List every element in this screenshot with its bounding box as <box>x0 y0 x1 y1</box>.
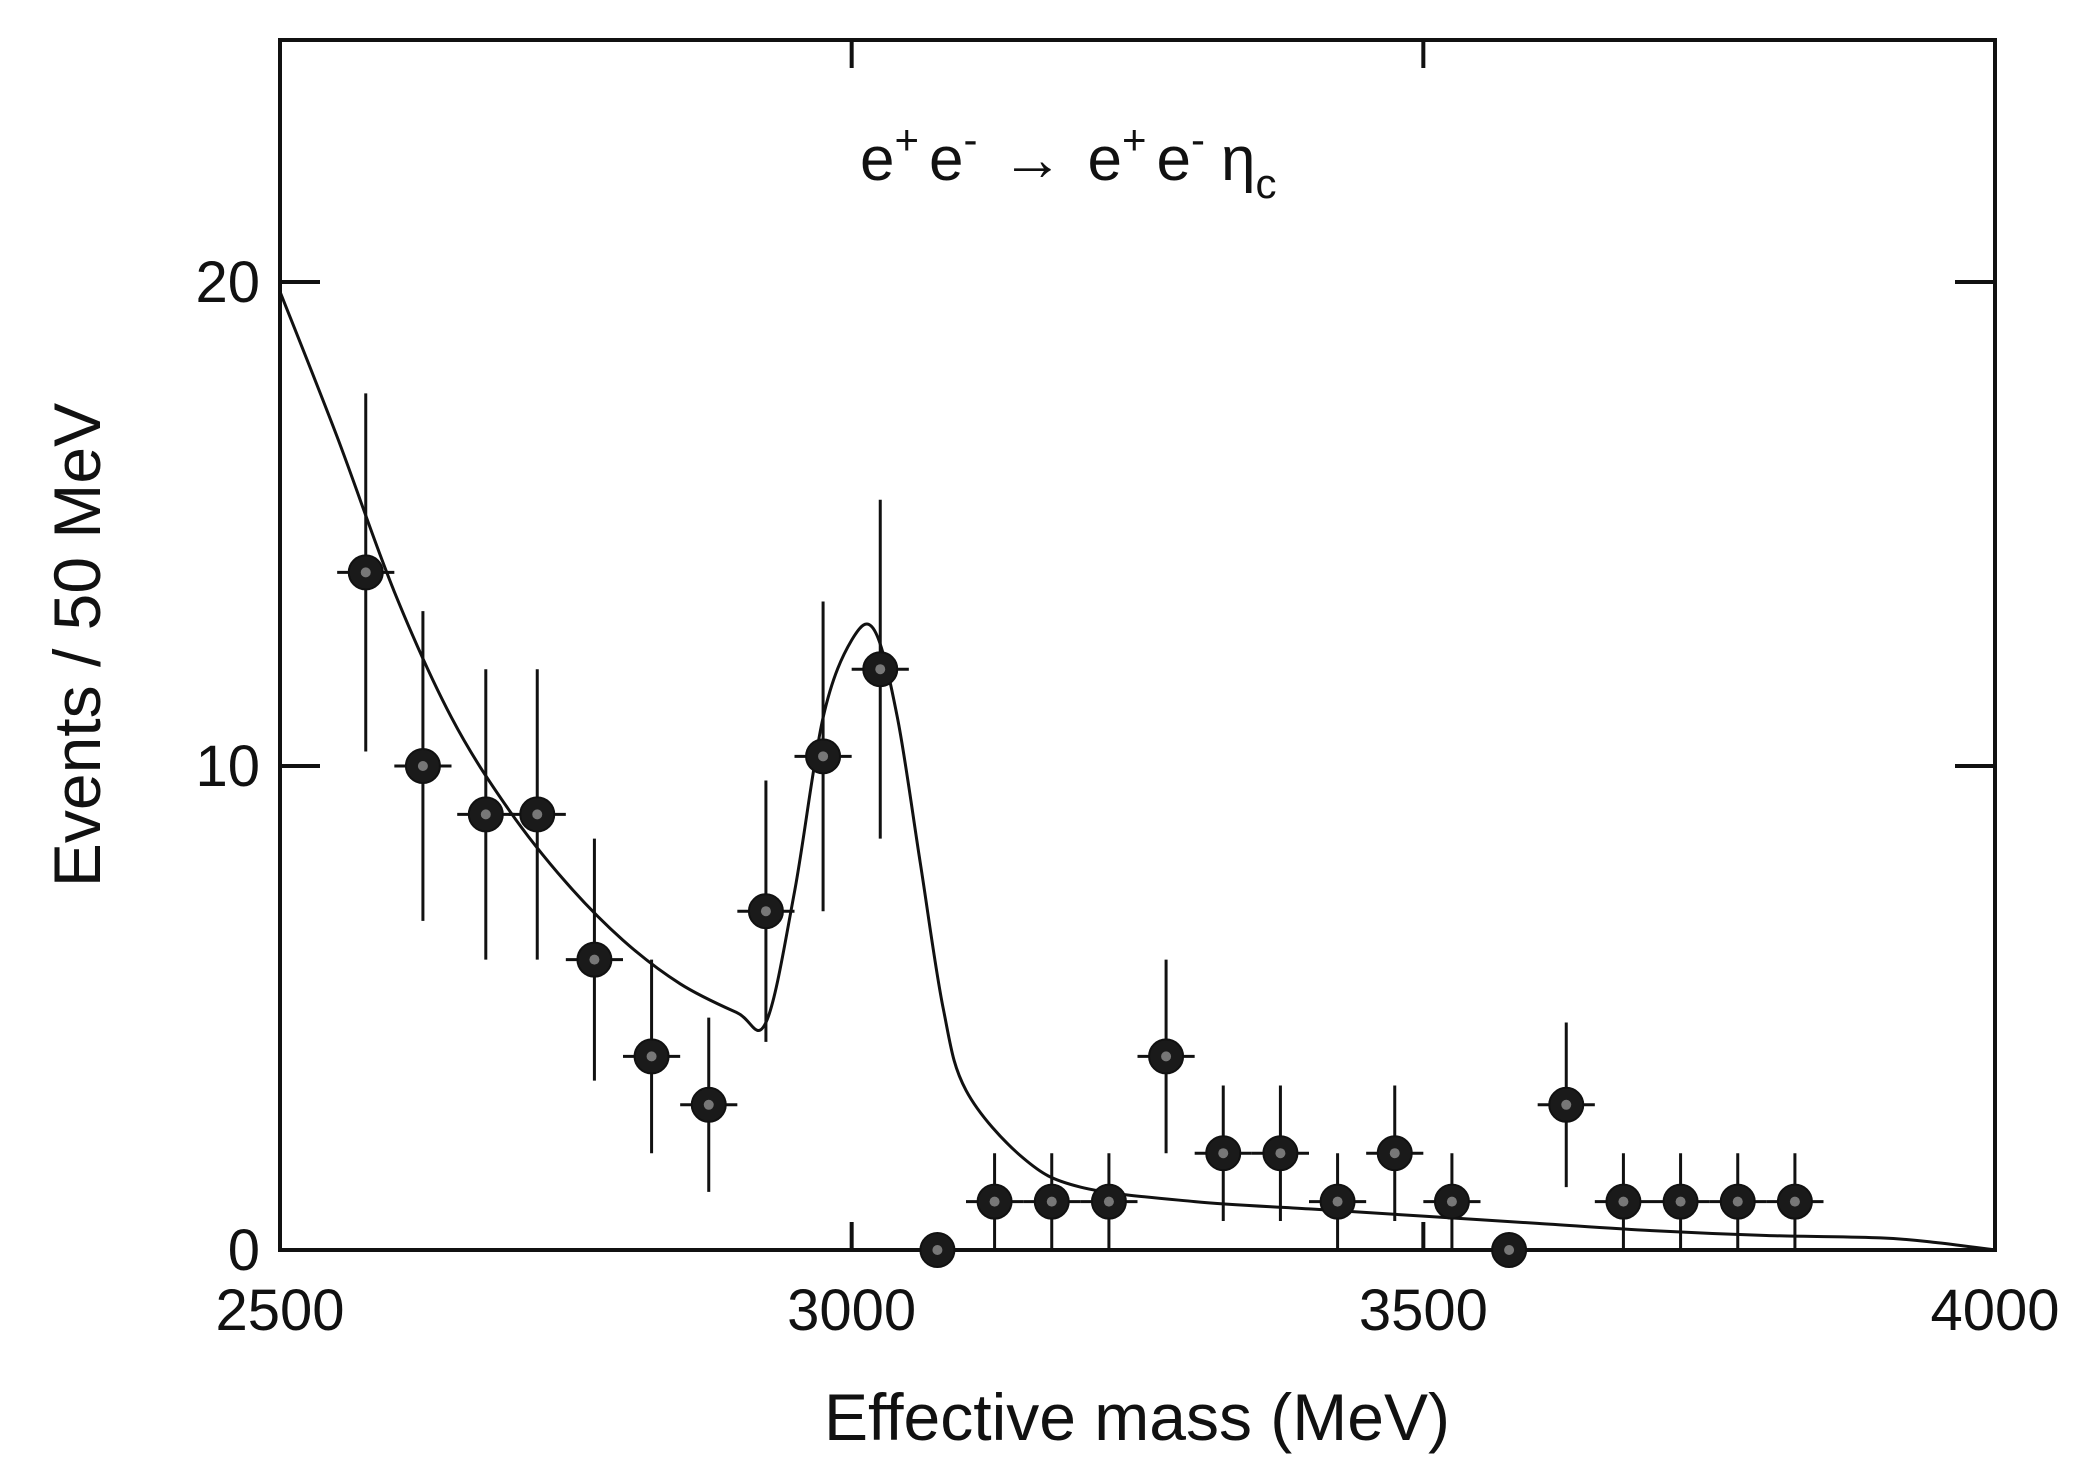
point-marker-center <box>1618 1196 1629 1207</box>
y-axis-ticks: 0 10 20 <box>195 250 1995 1283</box>
point-marker-center <box>646 1051 657 1062</box>
data-point <box>1709 1153 1767 1250</box>
y-axis-title: Events / 50 MeV <box>40 403 114 887</box>
annot-minus1: - <box>964 116 978 163</box>
point-marker-center <box>1275 1148 1286 1159</box>
point-marker-center <box>417 761 428 771</box>
annot-eta: η <box>1221 125 1255 194</box>
annot-e1: e <box>860 125 894 194</box>
data-point <box>1251 1085 1309 1221</box>
data-points-layer <box>337 393 1824 1268</box>
x-tick-label: 3500 <box>1359 1278 1488 1343</box>
point-marker-center <box>989 1196 1000 1207</box>
data-point <box>457 669 515 960</box>
data-point <box>1080 1153 1138 1250</box>
annot-minus2: - <box>1191 116 1205 163</box>
point-marker-center <box>1789 1196 1800 1207</box>
point-marker-center <box>818 751 829 762</box>
point-marker-center <box>1561 1099 1572 1110</box>
data-point <box>565 838 623 1081</box>
point-marker-center <box>1675 1196 1686 1207</box>
point-marker-center <box>760 906 771 917</box>
annot-arrow: → <box>1002 125 1064 194</box>
point-marker-center <box>703 1099 714 1110</box>
annot-plus2: + <box>1122 116 1147 163</box>
x-axis-ticks: 2500 3000 3500 4000 <box>215 40 2060 1343</box>
point-marker-center <box>1046 1196 1057 1207</box>
fit-curve <box>278 291 1996 1252</box>
data-point <box>1366 1085 1424 1221</box>
data-point <box>1137 959 1195 1154</box>
x-tick-label: 4000 <box>1930 1278 2059 1343</box>
reaction-annotation: e+ e- → e+ e-ηc <box>860 116 1276 207</box>
y-tick-label: 10 <box>195 734 260 799</box>
point-marker-center <box>589 954 600 965</box>
data-point <box>794 601 852 912</box>
data-point <box>851 499 909 839</box>
y-tick-label: 20 <box>195 250 260 315</box>
data-point <box>966 1153 1024 1250</box>
annot-e3: e <box>1088 125 1122 194</box>
data-point <box>1537 1022 1595 1188</box>
point-marker-center <box>1218 1148 1229 1159</box>
data-point <box>1594 1153 1652 1250</box>
data-point <box>737 780 795 1042</box>
point-marker-center <box>1504 1245 1515 1255</box>
point-marker-center <box>1732 1196 1743 1207</box>
data-point <box>508 669 566 960</box>
point-marker-center <box>1161 1051 1172 1062</box>
data-point <box>1023 1153 1081 1250</box>
point-marker-center <box>1446 1196 1457 1207</box>
point-marker-center <box>360 567 371 578</box>
point-marker-center <box>875 664 886 675</box>
annot-eta-sub: c <box>1255 160 1276 207</box>
data-point <box>1652 1153 1710 1250</box>
plot-frame <box>278 38 1997 1252</box>
data-point <box>680 1017 738 1192</box>
data-point <box>908 1232 966 1268</box>
point-marker-center <box>932 1245 943 1255</box>
point-marker-center <box>480 809 491 820</box>
fit-curve-layer <box>278 291 1996 1252</box>
data-point <box>1194 1085 1252 1221</box>
annot-e4: e <box>1157 125 1191 194</box>
point-marker-center <box>1389 1148 1400 1159</box>
data-point <box>1480 1232 1538 1268</box>
annot-e2: e <box>929 125 963 194</box>
point-marker-center <box>532 809 543 820</box>
annot-plus1: + <box>894 116 919 163</box>
data-point <box>1423 1153 1481 1250</box>
data-point <box>394 611 452 921</box>
point-marker-center <box>1332 1196 1343 1207</box>
data-point <box>1766 1153 1824 1250</box>
x-tick-label: 3000 <box>787 1278 916 1343</box>
data-point <box>1309 1153 1367 1250</box>
data-point <box>623 959 681 1154</box>
x-tick-label: 2500 <box>215 1278 344 1343</box>
data-point <box>337 393 395 752</box>
y-tick-label: 0 <box>228 1218 260 1283</box>
point-marker-center <box>1103 1196 1114 1207</box>
x-axis-title: Effective mass (MeV) <box>824 1380 1450 1454</box>
